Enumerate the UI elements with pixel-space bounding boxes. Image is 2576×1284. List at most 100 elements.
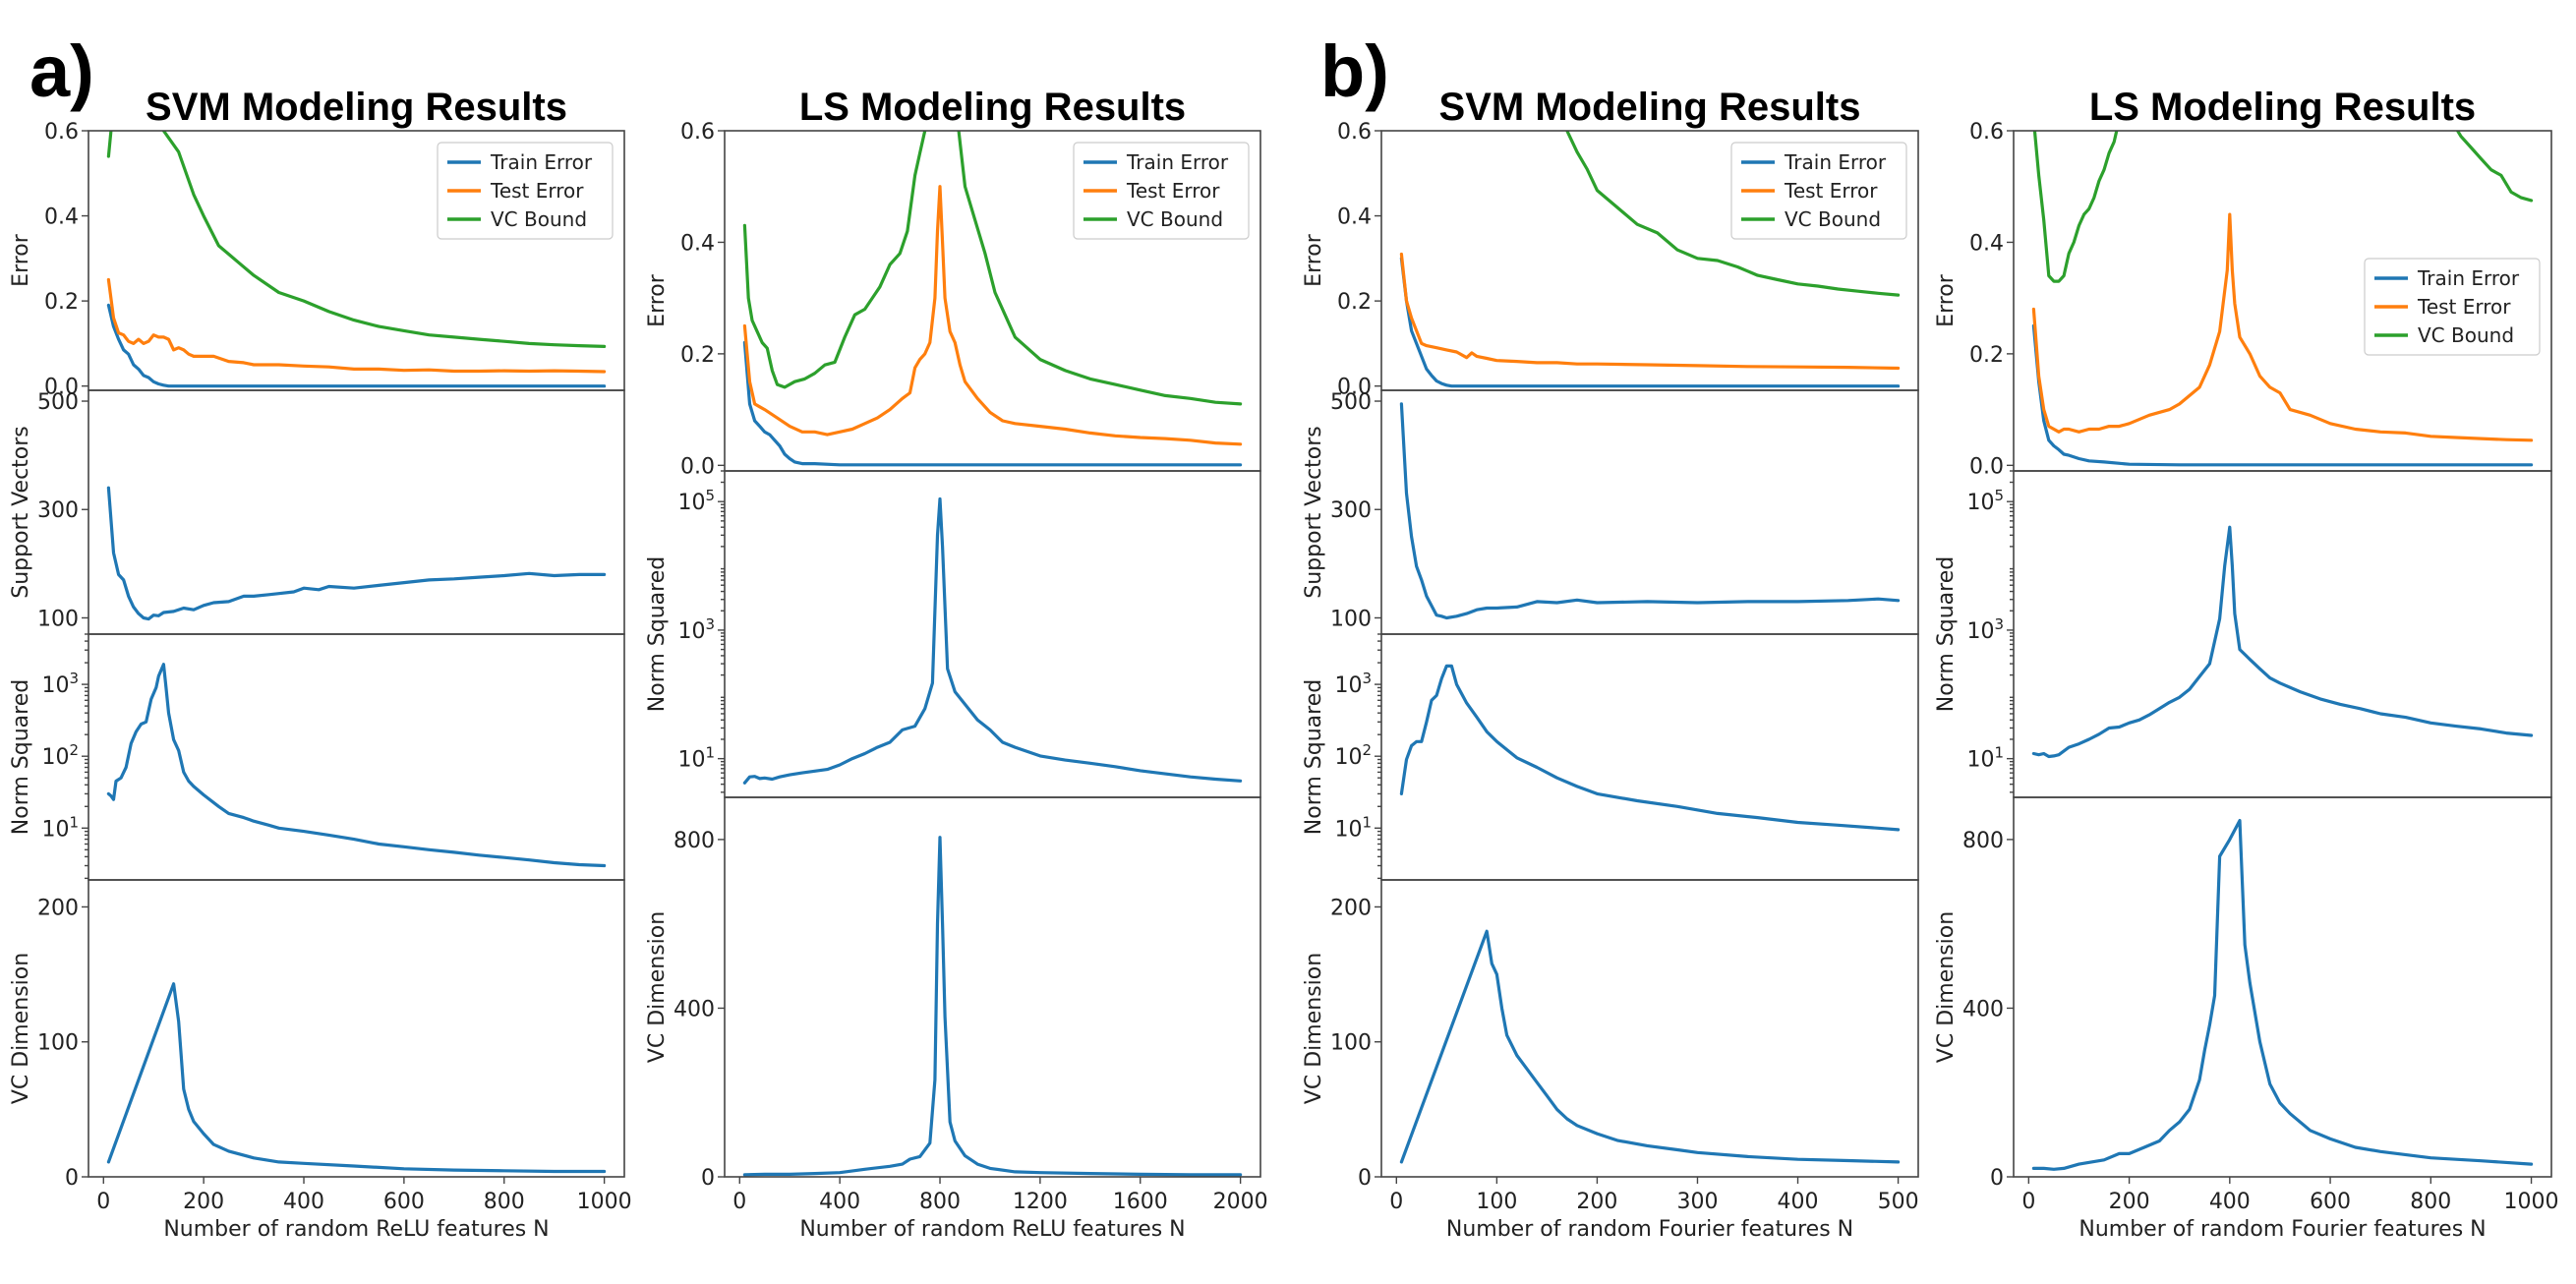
series-line-train-error <box>2031 323 2534 467</box>
y-tick-label: 0 <box>65 1166 79 1191</box>
subplot-norm-squared: 101 102 103 Norm Squared <box>1302 633 1919 881</box>
x-tick-label: 400 <box>2209 1190 2251 1214</box>
axes-frame <box>2013 796 2552 1178</box>
series-group <box>1399 402 1901 620</box>
y-tick-label: 102 <box>1334 741 1372 770</box>
y-tick-label: 0 <box>701 1166 715 1191</box>
subplot-error: 0.0 0.2 0.4 0.6 Error Train Error Test Error VC… <box>1934 120 2552 479</box>
x-tick-label: 1600 <box>1113 1190 1168 1214</box>
y-tick-label: 200 <box>1330 896 1372 920</box>
y-axis-label: Error <box>9 233 33 287</box>
legend-label-vc-bound: VC Bound <box>1785 207 1881 231</box>
series-line-support-vectors <box>106 486 607 621</box>
y-tick-label: 101 <box>677 744 715 773</box>
series-line-norm-squared <box>1399 664 1901 832</box>
series-group <box>1399 131 1901 388</box>
legend: Train Error Test Error VC Bound <box>1730 142 1907 240</box>
axes-frame <box>1380 633 1919 881</box>
x-tick-label: 300 <box>1676 1190 1718 1214</box>
series-line-test-error <box>742 185 1243 446</box>
y-tick-label: 0.2 <box>1337 290 1372 315</box>
x-tick-label: 1200 <box>1013 1190 1068 1214</box>
y-tick-label: 103 <box>677 615 715 644</box>
y-tick-label: 100 <box>37 607 79 631</box>
x-axis-label: Number of random Fourier features N <box>2078 1217 2486 1242</box>
series-group <box>742 836 1243 1177</box>
legend: Train Error Test Error VC Bound <box>1073 142 1250 240</box>
y-axis-label: Norm Squared <box>1302 679 1326 835</box>
subplot-vc-dimension: 0 400 800 VC Dimension <box>645 796 1261 1191</box>
legend-label-test-error: Test Error <box>2417 295 2511 319</box>
x-axis-label: Number of random ReLU features N <box>163 1217 549 1242</box>
series-group <box>106 982 607 1174</box>
series-line-vc-bound <box>1565 131 1901 297</box>
y-tick-label: 102 <box>41 741 79 770</box>
x-tick-label: 400 <box>819 1190 860 1214</box>
legend: Train Error Test Error VC Bound <box>2364 258 2541 356</box>
x-axis-label: Number of random ReLU features N <box>799 1217 1185 1242</box>
x-tick-label: 200 <box>2109 1190 2150 1214</box>
x-tick-label: 1000 <box>2504 1190 2559 1214</box>
y-tick-label: 800 <box>673 829 715 853</box>
series-line-vc-bound <box>106 131 607 348</box>
x-tick-label: 200 <box>1576 1190 1617 1214</box>
legend-label-test-error: Test Error <box>1784 179 1878 203</box>
y-tick-label: 300 <box>37 498 79 523</box>
y-tick-label: 103 <box>1966 615 2004 644</box>
y-axis-label: Error <box>645 273 670 327</box>
x-tick-label: 400 <box>1778 1190 1819 1214</box>
series-line-vc-bound <box>2032 131 2534 283</box>
y-tick-label: 0.2 <box>44 290 79 315</box>
series-line-support-vectors <box>1399 402 1901 620</box>
y-tick-label: 200 <box>37 896 79 920</box>
y-tick-label: 0.4 <box>680 231 715 256</box>
x-tick-label: 0 <box>96 1190 110 1214</box>
y-axis-label: Error <box>1302 233 1326 287</box>
series-line-train-error <box>742 340 1243 467</box>
y-tick-label: 0.6 <box>680 120 715 145</box>
subplot-error: 0.0 0.2 0.4 0.6 Error Train Error Test Error VC… <box>645 120 1261 479</box>
legend-label-test-error: Test Error <box>490 179 584 203</box>
y-tick-label: 500 <box>37 390 79 415</box>
y-tick-label: 103 <box>1334 670 1372 698</box>
x-tick-label: 600 <box>2310 1190 2351 1214</box>
chart-a-svm: SVM Modeling Results 0.0 0.2 0.4 0.6 Error Tra… <box>9 86 632 1242</box>
x-axis-label: Number of random Fourier features N <box>1446 1217 1853 1242</box>
series-line-vc-dimension <box>1399 929 1901 1164</box>
x-tick-label: 200 <box>183 1190 224 1214</box>
x-tick-label: 400 <box>283 1190 324 1214</box>
legend-label-vc-bound: VC Bound <box>491 207 587 231</box>
y-axis-label: VC Dimension <box>1934 911 1959 1063</box>
legend-box <box>2364 258 2541 356</box>
subplot-error: 0.0 0.2 0.4 0.6 Error Train Error Test Error VC… <box>1302 120 1919 400</box>
y-tick-label: 0.6 <box>1969 120 2004 145</box>
series-line-norm-squared <box>106 663 607 868</box>
legend-box <box>437 142 614 240</box>
chart-title: SVM Modeling Results <box>1439 86 1861 129</box>
legend-label-train-error: Train Error <box>2417 266 2520 290</box>
x-tick-label: 0 <box>2021 1190 2035 1214</box>
series-line-test-error <box>106 277 607 374</box>
y-tick-label: 0 <box>1990 1166 2004 1191</box>
series-group <box>106 486 607 621</box>
subplot-norm-squared: 101 103 105 Norm Squared <box>645 470 1261 798</box>
y-tick-label: 101 <box>1334 813 1372 842</box>
series-group <box>742 131 1243 467</box>
y-axis-label: VC Dimension <box>645 911 670 1063</box>
x-tick-label: 0 <box>1389 1190 1403 1214</box>
series-line-test-error <box>1399 252 1901 371</box>
series-line-test-error <box>2031 212 2534 442</box>
chart-title: SVM Modeling Results <box>146 86 567 129</box>
y-axis-label: Norm Squared <box>645 556 670 712</box>
series-line-vc-dimension <box>2031 818 2534 1171</box>
subplot-vc-dimension: 0 100 200 VC Dimension <box>9 879 625 1191</box>
subplot-norm-squared: 101 103 105 Norm Squared <box>1934 470 2552 798</box>
y-tick-label: 0.0 <box>1337 376 1372 400</box>
series-group <box>742 496 1243 785</box>
y-tick-label: 101 <box>41 813 79 842</box>
y-tick-label: 101 <box>1966 744 2004 773</box>
series-line-vc-dimension <box>106 982 607 1174</box>
y-tick-label: 0 <box>1358 1166 1372 1191</box>
